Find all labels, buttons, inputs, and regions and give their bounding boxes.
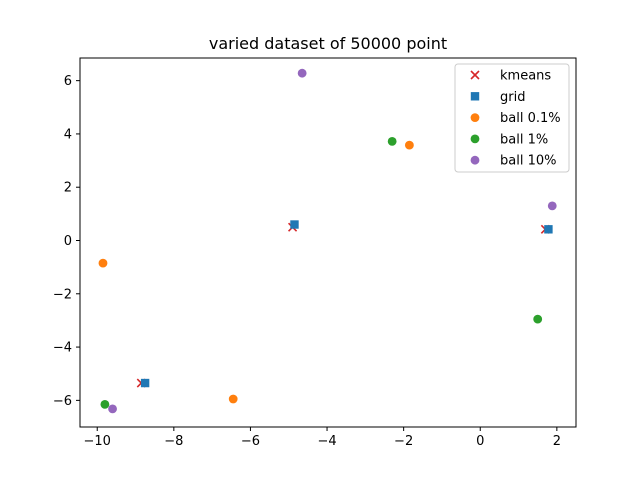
ball-10-point <box>108 404 117 414</box>
legend-label: grid <box>500 90 525 105</box>
legend-label: ball 0.1% <box>500 111 561 126</box>
series-grid <box>140 220 553 388</box>
ball-0-1-point <box>228 394 238 404</box>
y-tick-label: −2 <box>53 287 72 302</box>
legend-item: ball 1% <box>470 132 548 147</box>
grid-point <box>290 220 299 229</box>
ball-10-point <box>297 68 307 78</box>
legend-box <box>454 63 570 173</box>
y-tick-label: 4 <box>64 127 72 142</box>
legend-item: kmeans <box>470 69 551 84</box>
x-axis: −10 −8 −6 −4 −2 0 2 <box>84 427 561 449</box>
legend-item: grid <box>470 90 525 105</box>
ball-1-point <box>100 399 110 409</box>
grid-point <box>544 225 553 234</box>
y-tick-label: 6 <box>64 74 72 89</box>
legend: kmeans grid ball 0.1% ball 1% ball 10% <box>454 63 570 173</box>
y-tick-label: 0 <box>64 234 72 249</box>
legend-label: ball 1% <box>500 132 548 147</box>
legend-marker <box>470 134 480 144</box>
y-tick-label: 2 <box>64 181 72 196</box>
legend-item: ball 0.1% <box>470 111 561 126</box>
series-ball-10 <box>108 68 557 414</box>
legend-item: ball 10% <box>470 154 556 169</box>
legend-marker <box>470 70 480 80</box>
y-tick-label: −4 <box>53 341 72 356</box>
data-points <box>98 68 557 414</box>
ball-0-1-point <box>404 140 414 150</box>
series-ball-0-1 <box>98 140 414 404</box>
grid-point <box>140 378 150 388</box>
chart-title: varied dataset of 50000 point <box>209 34 447 53</box>
ball-0-1-point <box>98 258 108 268</box>
legend-marker <box>470 92 480 101</box>
ball-1-point <box>533 314 543 324</box>
x-tick-label: 2 <box>553 434 561 449</box>
ball-10-point <box>547 201 557 211</box>
plot-area <box>79 57 577 428</box>
x-tick-label: 0 <box>476 434 484 449</box>
x-tick-label: −2 <box>394 434 413 449</box>
x-tick-label: −8 <box>164 434 183 449</box>
legend-label: kmeans <box>500 69 551 84</box>
y-tick-label: −6 <box>53 394 72 409</box>
series-ball-1 <box>100 136 543 409</box>
ball-1-point <box>387 136 397 146</box>
legend-marker <box>470 113 480 122</box>
y-axis: −6 −4 −2 0 2 4 6 <box>53 74 80 409</box>
legend-label: ball 10% <box>500 154 556 169</box>
x-tick-label: −6 <box>241 434 260 449</box>
x-tick-label: −10 <box>84 434 111 449</box>
x-tick-label: −4 <box>317 434 336 449</box>
legend-marker <box>470 155 480 165</box>
